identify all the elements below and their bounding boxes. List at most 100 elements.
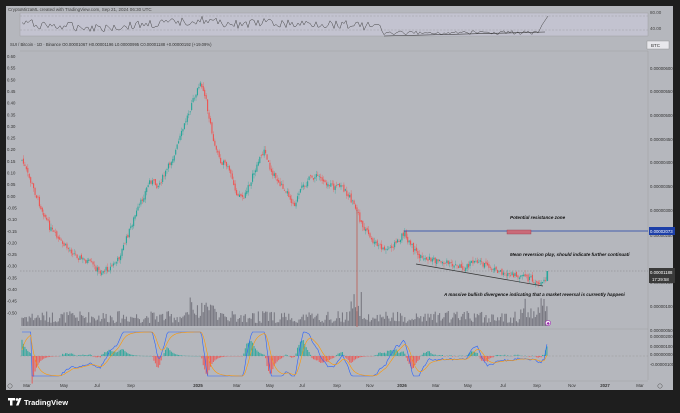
macd-bar (376, 354, 378, 356)
settings-icon[interactable] (657, 383, 663, 389)
volume-bar (176, 317, 178, 326)
macd-bar (123, 349, 124, 356)
candle-body (359, 212, 361, 222)
candle-body (298, 193, 300, 196)
time-axis-label: May (266, 383, 275, 388)
candle-body (38, 196, 40, 207)
candle-body (253, 173, 255, 175)
macd-bar (469, 352, 471, 356)
left-axis-label: 0.45 (7, 89, 16, 94)
macd-pane[interactable]: 0.00000200 0.00000100 0.00000000 -0.0000010… (20, 328, 675, 384)
candle-body (179, 135, 181, 141)
volume-bar (401, 315, 403, 326)
macd-bar (178, 354, 180, 356)
candle-body (205, 95, 207, 99)
volume-bar (321, 320, 323, 326)
left-axis-label: 0.40 (7, 101, 16, 106)
rsi-line (21, 15, 549, 36)
candle-body (439, 259, 441, 262)
candle-body (472, 260, 474, 264)
macd-bar (223, 356, 225, 357)
resistance-zone-box[interactable] (506, 229, 532, 235)
volume-bar (76, 317, 78, 326)
left-axis-label: 0.35 (7, 112, 16, 117)
macd-bar (215, 356, 217, 360)
macd-bar (82, 354, 84, 356)
macd-bar (272, 356, 274, 370)
currency-box[interactable] (646, 40, 670, 50)
volume-bar (182, 316, 184, 326)
macd-bar (217, 356, 219, 359)
macd-bar (72, 353, 74, 356)
event-marker-icon[interactable] (545, 320, 551, 326)
candle-body (505, 274, 507, 276)
macd-bar (152, 356, 153, 357)
tradingview-logo-icon (8, 398, 22, 406)
volume-bar (431, 319, 433, 326)
candle-body (165, 170, 167, 177)
volume-bar (482, 322, 484, 326)
candle-body (249, 184, 251, 186)
macd-bar (386, 350, 388, 356)
candle-body (30, 177, 32, 183)
time-axis[interactable]: Mar May Jul Sep 2025 Mar May Jul Sep Nov 2026 Mar Ma… (23, 383, 644, 388)
candle-body (211, 122, 213, 134)
candle-body (537, 281, 539, 285)
candle-body (441, 261, 444, 264)
candle-body (305, 185, 307, 187)
macd-bar (99, 356, 101, 358)
time-axis-label: 2025 (193, 383, 203, 388)
macd-bar (324, 356, 326, 362)
macd-bar (495, 354, 497, 356)
left-axis-label: 0.50 (7, 77, 16, 82)
volume-bar (49, 317, 51, 326)
candle-body (281, 183, 283, 185)
candle-body (254, 170, 256, 173)
candle-body (159, 182, 161, 185)
macd-bar (181, 355, 182, 356)
price-divergence-line[interactable] (415, 263, 544, 287)
volume-bar (56, 322, 58, 326)
macd-bar (108, 349, 110, 356)
volume-bar (439, 313, 441, 326)
candle-body (146, 187, 148, 193)
candle-body (236, 190, 238, 195)
macd-bar (398, 353, 400, 356)
candle-body (546, 271, 549, 281)
candle-body (539, 283, 541, 284)
macd-bar (414, 356, 416, 365)
candle-body (388, 247, 390, 249)
candle-body (295, 202, 297, 207)
candle-body (468, 263, 470, 268)
left-axis-label: -0.30 (7, 264, 17, 269)
rsi-pane[interactable]: 80.00 40.00 (19, 10, 662, 37)
candle-body (543, 279, 545, 282)
volume-bar (83, 317, 85, 326)
candle-body (75, 253, 77, 255)
macd-bar (157, 356, 159, 368)
macd-bar (388, 350, 390, 356)
volume-bar (196, 305, 198, 326)
macd-bar (542, 354, 544, 356)
candle-body (520, 275, 522, 278)
volume-bar (215, 311, 217, 326)
volume-bar (327, 311, 329, 326)
volume-bar (427, 313, 429, 326)
symbol-info[interactable]: SUI / Bitcoin · 1D · Binance O0.00001067… (10, 42, 212, 47)
volume-bar (410, 320, 412, 326)
candle-body (331, 183, 333, 185)
macd-bar (491, 356, 493, 358)
clock-icon[interactable] (7, 383, 13, 389)
rsi-axis-label: 80.00 (650, 10, 662, 15)
volume-bar (307, 316, 309, 326)
candle-body (76, 254, 78, 258)
volume-bar (144, 318, 146, 326)
candle-body (44, 215, 46, 218)
signal-line (21, 331, 548, 377)
volume-bar (340, 321, 342, 326)
macd-bar (379, 352, 381, 356)
candle-body (513, 273, 515, 277)
candle-body (46, 217, 48, 220)
